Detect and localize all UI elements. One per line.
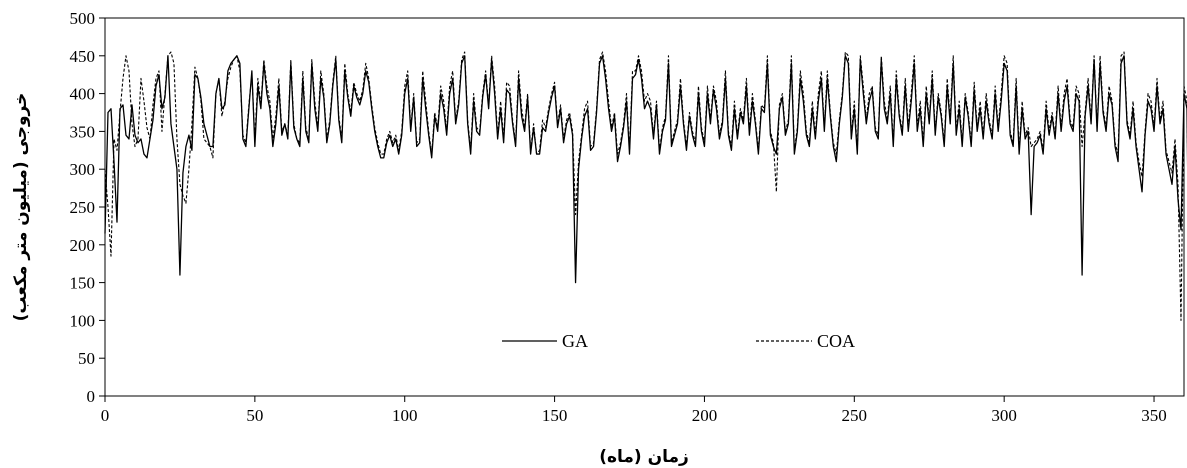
x-axis: 0 50 100 150 200 250 300 350 [101, 396, 1167, 425]
y-tick-label: 50 [78, 349, 95, 368]
x-tick-label: 100 [392, 406, 418, 425]
series-layer [104, 51, 1187, 321]
legend-coa-label: COA [817, 331, 855, 351]
y-tick-label: 350 [70, 122, 96, 141]
y-tick-label: 200 [70, 236, 96, 255]
x-tick-label: 250 [842, 406, 868, 425]
legend: GA COA [502, 331, 855, 351]
series-coa-line [104, 51, 1187, 321]
x-tick-label: 150 [542, 406, 568, 425]
x-tick-label: 350 [1141, 406, 1167, 425]
y-tick-label: 300 [70, 160, 96, 179]
x-tick-label: 0 [101, 406, 110, 425]
y-tick-label: 150 [70, 274, 96, 293]
x-tick-label: 300 [991, 406, 1017, 425]
series-ga-line [104, 55, 1187, 284]
y-tick-label: 0 [87, 387, 96, 406]
y-axis-title: خروجی (میلیون متر مکعب) [11, 93, 31, 322]
x-tick-label: 200 [692, 406, 718, 425]
legend-ga-label: GA [562, 331, 588, 351]
y-tick-label: 450 [70, 47, 96, 66]
y-tick-label: 100 [70, 311, 96, 330]
x-tick-label: 50 [246, 406, 263, 425]
y-axis: 0 50 100 150 200 250 300 350 400 450 500 [70, 9, 105, 406]
y-tick-label: 250 [70, 198, 96, 217]
x-axis-title: زمان (ماه) [599, 447, 689, 467]
y-tick-label: 400 [70, 85, 96, 104]
y-tick-label: 500 [70, 9, 96, 28]
plot-frame [104, 17, 1185, 397]
